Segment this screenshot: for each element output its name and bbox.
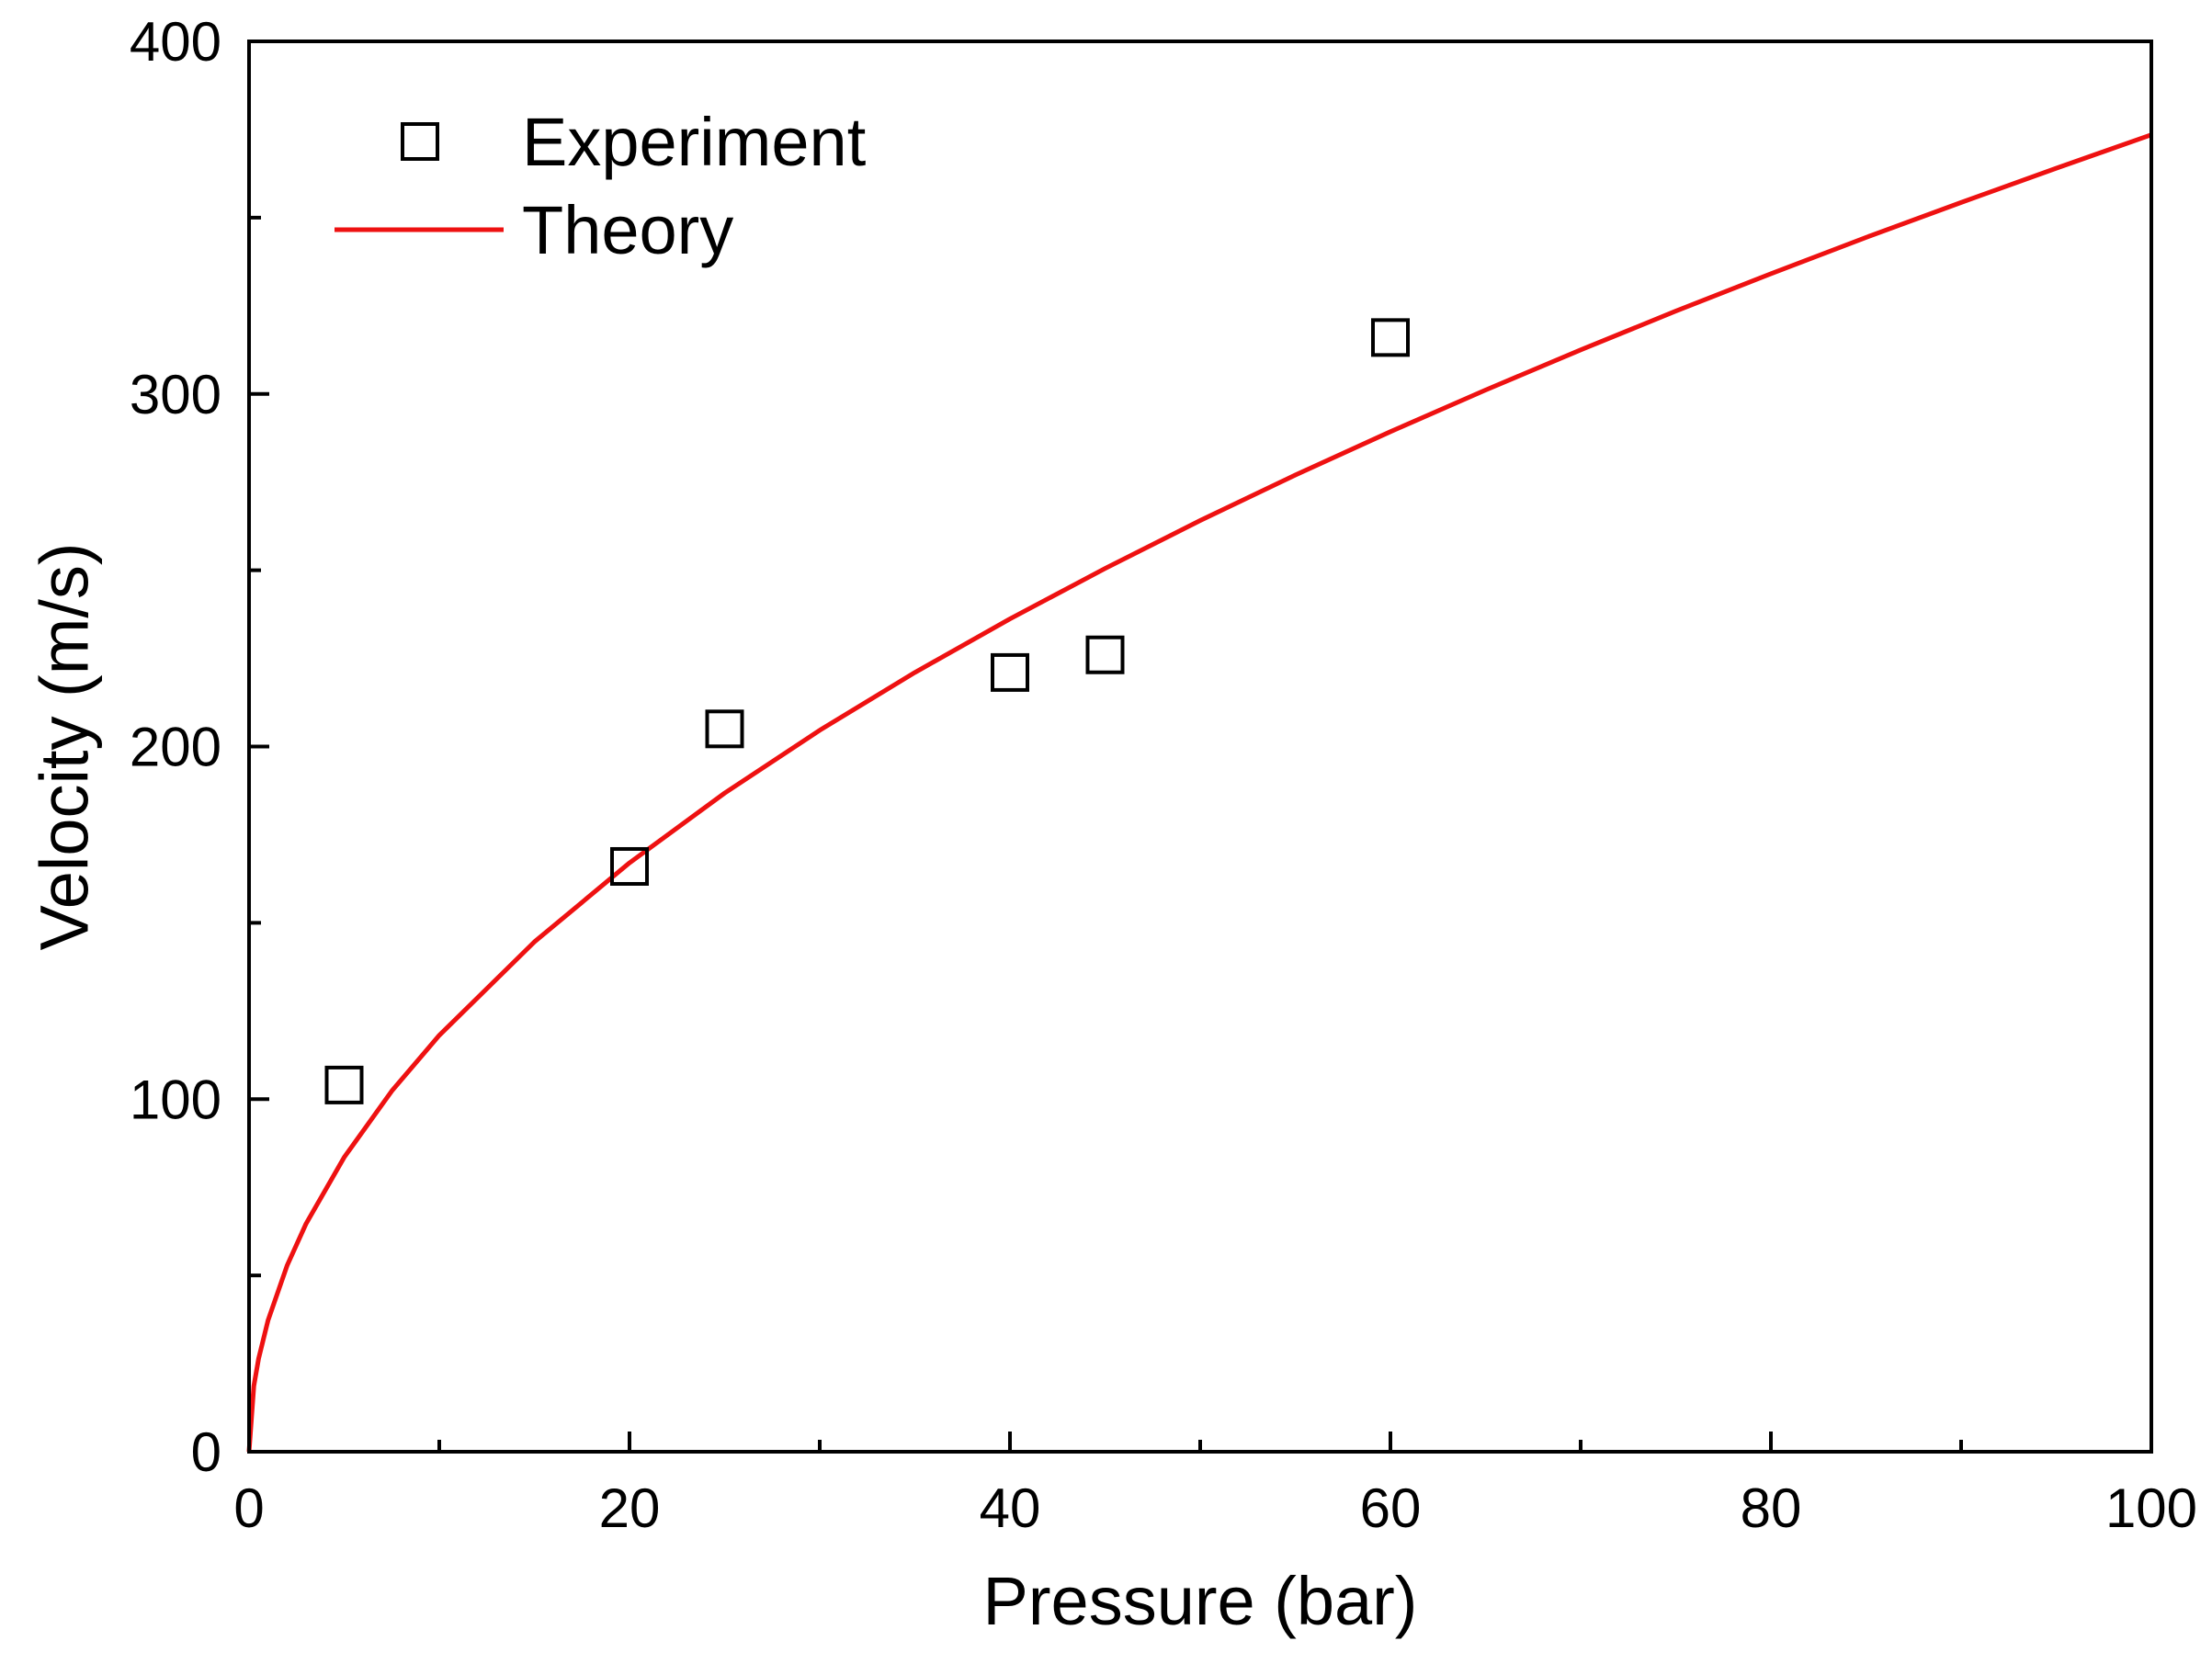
x-axis-title: Pressure (bar) — [983, 1563, 1418, 1639]
y-tick-labels: 0 100 200 300 400 — [130, 11, 221, 1483]
legend: Experiment Theory — [335, 104, 867, 268]
y-tick-label: 0 — [191, 1421, 221, 1483]
x-tick-label: 40 — [980, 1477, 1041, 1539]
experiment-point — [1085, 635, 1125, 674]
legend-experiment-marker — [401, 122, 439, 161]
experiment-point — [610, 846, 649, 886]
minor-ticks — [249, 215, 1963, 1452]
legend-theory-label: Theory — [522, 192, 733, 268]
plot-frame — [247, 40, 2153, 1454]
x-tick-label: 0 — [233, 1477, 264, 1539]
experiment-point — [324, 1065, 364, 1104]
experiment-point — [991, 652, 1029, 692]
legend-experiment-label: Experiment — [522, 104, 867, 180]
theory-line — [246, 132, 2152, 1453]
y-tick-label: 200 — [130, 717, 221, 778]
y-axis-title: Velocity (m/s) — [27, 542, 103, 950]
x-tick-label: 60 — [1360, 1477, 1422, 1539]
x-tick-label: 100 — [2105, 1477, 2197, 1539]
x-tick-labels: 0 20 40 60 80 100 — [233, 1477, 2197, 1539]
x-tick-label: 20 — [599, 1477, 661, 1539]
y-tick-label: 400 — [130, 11, 221, 73]
x-tick-label: 80 — [1741, 1477, 1802, 1539]
experiment-point — [1371, 318, 1410, 357]
y-tick-label: 100 — [130, 1069, 221, 1130]
experiment-point — [705, 709, 744, 749]
major-ticks — [247, 40, 2153, 1454]
y-tick-label: 300 — [130, 364, 221, 425]
series-layer — [246, 132, 2152, 1453]
